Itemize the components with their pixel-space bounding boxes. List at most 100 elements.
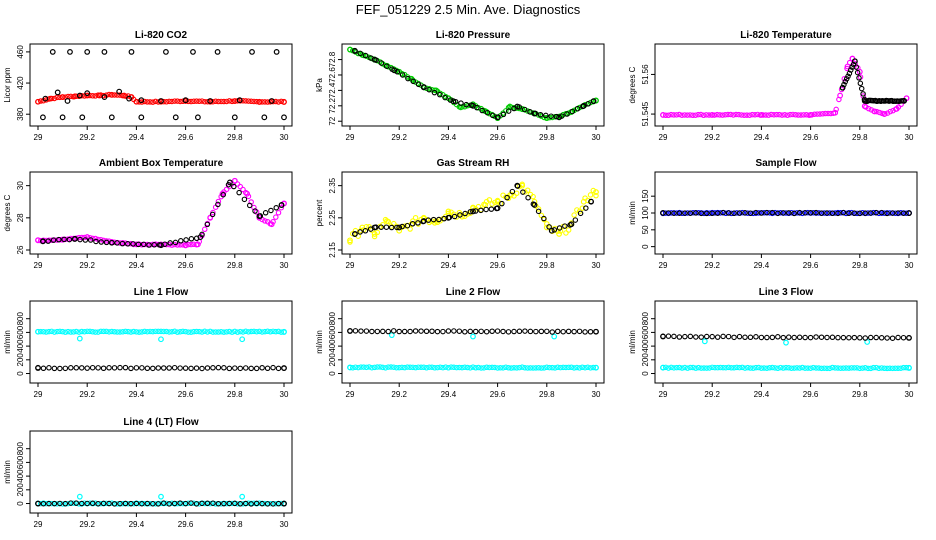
x-tick-label: 29.2 — [704, 390, 720, 399]
data-point — [682, 210, 688, 216]
data-point — [519, 364, 525, 370]
data-point — [556, 114, 562, 121]
data-point — [662, 364, 669, 371]
y-tick-label: 0 — [641, 244, 650, 249]
data-point — [500, 365, 506, 371]
data-point — [563, 230, 569, 236]
series-avg — [40, 179, 285, 249]
data-point — [792, 112, 799, 118]
data-point — [275, 328, 282, 335]
data-point — [723, 210, 729, 217]
data-point — [475, 203, 482, 210]
y-tick-label: 51.56 — [641, 64, 650, 85]
data-point — [530, 193, 536, 200]
data-point — [513, 190, 520, 197]
data-point — [415, 81, 422, 88]
data-point — [525, 194, 531, 201]
data-point — [98, 239, 104, 245]
data-point — [281, 501, 287, 507]
x-tick-label: 29.2 — [391, 261, 407, 270]
data-point — [270, 501, 276, 507]
data-point — [128, 48, 135, 55]
data-point — [731, 364, 737, 371]
data-point — [182, 242, 189, 249]
data-point — [747, 334, 754, 341]
data-point — [388, 224, 395, 231]
data-point — [48, 95, 55, 102]
data-point — [717, 112, 723, 118]
data-point — [522, 365, 528, 371]
data-point — [374, 229, 381, 236]
data-point — [687, 112, 693, 118]
data-point — [204, 500, 211, 507]
data-point — [40, 238, 46, 245]
data-point — [695, 111, 701, 118]
data-point — [46, 328, 52, 335]
data-point — [420, 218, 426, 225]
data-point — [706, 112, 712, 118]
data-point — [412, 364, 419, 371]
data-point — [668, 111, 674, 118]
data-point — [76, 93, 82, 100]
data-point — [447, 97, 454, 103]
data-point — [363, 328, 370, 334]
data-point — [355, 364, 361, 371]
data-point — [736, 364, 743, 371]
data-point — [35, 237, 41, 243]
data-point — [352, 227, 359, 234]
plot-frame — [654, 43, 918, 127]
data-point — [769, 209, 776, 216]
data-point — [100, 365, 107, 371]
data-point — [385, 328, 392, 335]
data-point — [396, 364, 402, 371]
data-point — [848, 365, 855, 371]
data-point — [421, 364, 427, 370]
data-point — [585, 197, 591, 204]
data-point — [728, 210, 735, 217]
plot-frame — [29, 300, 293, 384]
data-point — [163, 99, 170, 105]
data-point — [108, 114, 115, 121]
data-point — [832, 210, 838, 216]
x-tick-label: 29.6 — [490, 133, 506, 142]
x-tick-label: 29.8 — [539, 261, 555, 270]
x-tick-label: 29.4 — [441, 390, 457, 399]
data-point — [218, 501, 224, 507]
data-point — [662, 112, 669, 119]
data-point — [582, 329, 588, 335]
data-point — [722, 112, 728, 118]
data-point — [876, 210, 882, 217]
data-point — [426, 364, 433, 370]
data-point — [378, 224, 384, 230]
data-point — [89, 500, 96, 507]
data-point — [693, 210, 699, 216]
data-point — [84, 328, 90, 335]
chart-title: Line 4 (LT) Flow — [123, 417, 199, 428]
data-point — [470, 364, 476, 370]
data-point — [467, 365, 474, 371]
data-point — [549, 329, 556, 335]
data-point — [111, 92, 118, 98]
data-point — [805, 209, 811, 216]
data-point — [799, 210, 806, 217]
data-point — [166, 98, 172, 105]
data-point — [582, 364, 588, 371]
data-point — [125, 241, 131, 247]
data-point — [278, 204, 285, 211]
data-point — [857, 335, 863, 341]
data-point — [799, 364, 806, 371]
plot-frame — [341, 43, 605, 127]
data-point — [201, 500, 208, 507]
x-tick-label: 30 — [280, 261, 289, 270]
data-point — [122, 364, 129, 371]
data-point — [51, 95, 58, 102]
data-point — [59, 94, 66, 100]
x-tick-label: 29.2 — [79, 390, 95, 399]
data-point — [817, 111, 823, 117]
data-point — [560, 364, 566, 371]
chart-panel-10: Line 4 (LT) Flow 29 29.2 29.4 29.6 29.8 30 0 200… — [3, 417, 293, 529]
data-point — [785, 334, 792, 340]
data-point — [878, 365, 885, 371]
data-point — [166, 365, 172, 371]
data-point — [415, 220, 421, 226]
